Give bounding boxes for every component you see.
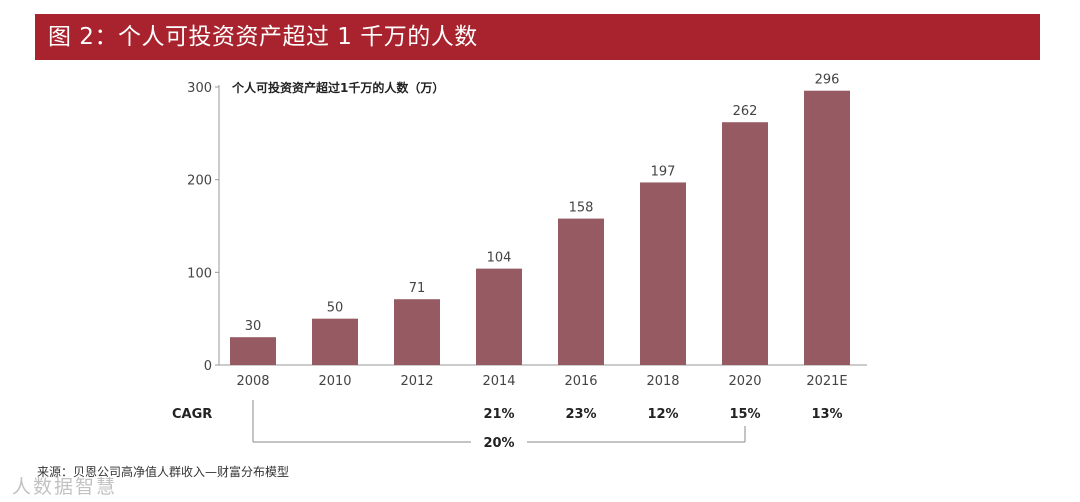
labels-layer: 30 2008 50 2010 71 2012 104 2014 158 2016 197 2018 2… bbox=[236, 73, 847, 389]
x-tick-label: 2010 bbox=[318, 374, 351, 389]
source-note: 来源：贝恩公司高净值人群收入—财富分布模型 bbox=[37, 465, 290, 479]
chart-title: 个人可投资资产超过1千万的人数（万） bbox=[231, 80, 444, 95]
bar bbox=[476, 268, 522, 365]
bar bbox=[558, 218, 604, 365]
watermark: 人数据智慧 bbox=[12, 476, 118, 498]
bar bbox=[804, 90, 850, 365]
bar bbox=[230, 337, 276, 365]
cagr-layer: CAGR 21% 23% 12% 15% 13% 20% bbox=[172, 400, 843, 451]
x-tick-label: 2014 bbox=[482, 374, 515, 389]
cagr-value: 13% bbox=[811, 407, 842, 422]
data-label: 104 bbox=[487, 251, 512, 266]
cagr-span-label: 20% bbox=[483, 436, 514, 451]
data-label: 158 bbox=[569, 201, 594, 216]
page-title: 图 2：个人可投资资产超过 1 千万的人数 bbox=[35, 14, 1040, 60]
data-label: 197 bbox=[651, 164, 676, 179]
cagr-value: 23% bbox=[565, 407, 596, 422]
bar bbox=[312, 318, 358, 365]
bar bbox=[722, 122, 768, 365]
x-tick-label: 2020 bbox=[728, 374, 761, 389]
data-label: 262 bbox=[733, 104, 758, 119]
y-tick-label: 100 bbox=[187, 266, 212, 281]
data-label: 50 bbox=[327, 301, 344, 316]
bar bbox=[640, 182, 686, 365]
cagr-label: CAGR bbox=[172, 407, 212, 422]
x-tick-label: 2021E bbox=[806, 374, 847, 389]
y-tick-label: 200 bbox=[187, 174, 212, 189]
x-tick-label: 2008 bbox=[236, 374, 269, 389]
x-tick-label: 2012 bbox=[400, 374, 433, 389]
y-tick-label: 0 bbox=[204, 359, 212, 374]
x-tick-label: 2016 bbox=[564, 374, 597, 389]
cagr-value: 21% bbox=[483, 407, 514, 422]
data-label: 296 bbox=[815, 73, 840, 88]
data-label: 71 bbox=[409, 281, 426, 296]
data-label: 30 bbox=[245, 319, 262, 334]
bar bbox=[394, 299, 440, 365]
x-tick-label: 2018 bbox=[646, 374, 679, 389]
bars-layer bbox=[230, 90, 850, 365]
y-tick-label: 300 bbox=[187, 81, 212, 96]
cagr-value: 12% bbox=[647, 407, 678, 422]
cagr-value: 15% bbox=[729, 407, 760, 422]
